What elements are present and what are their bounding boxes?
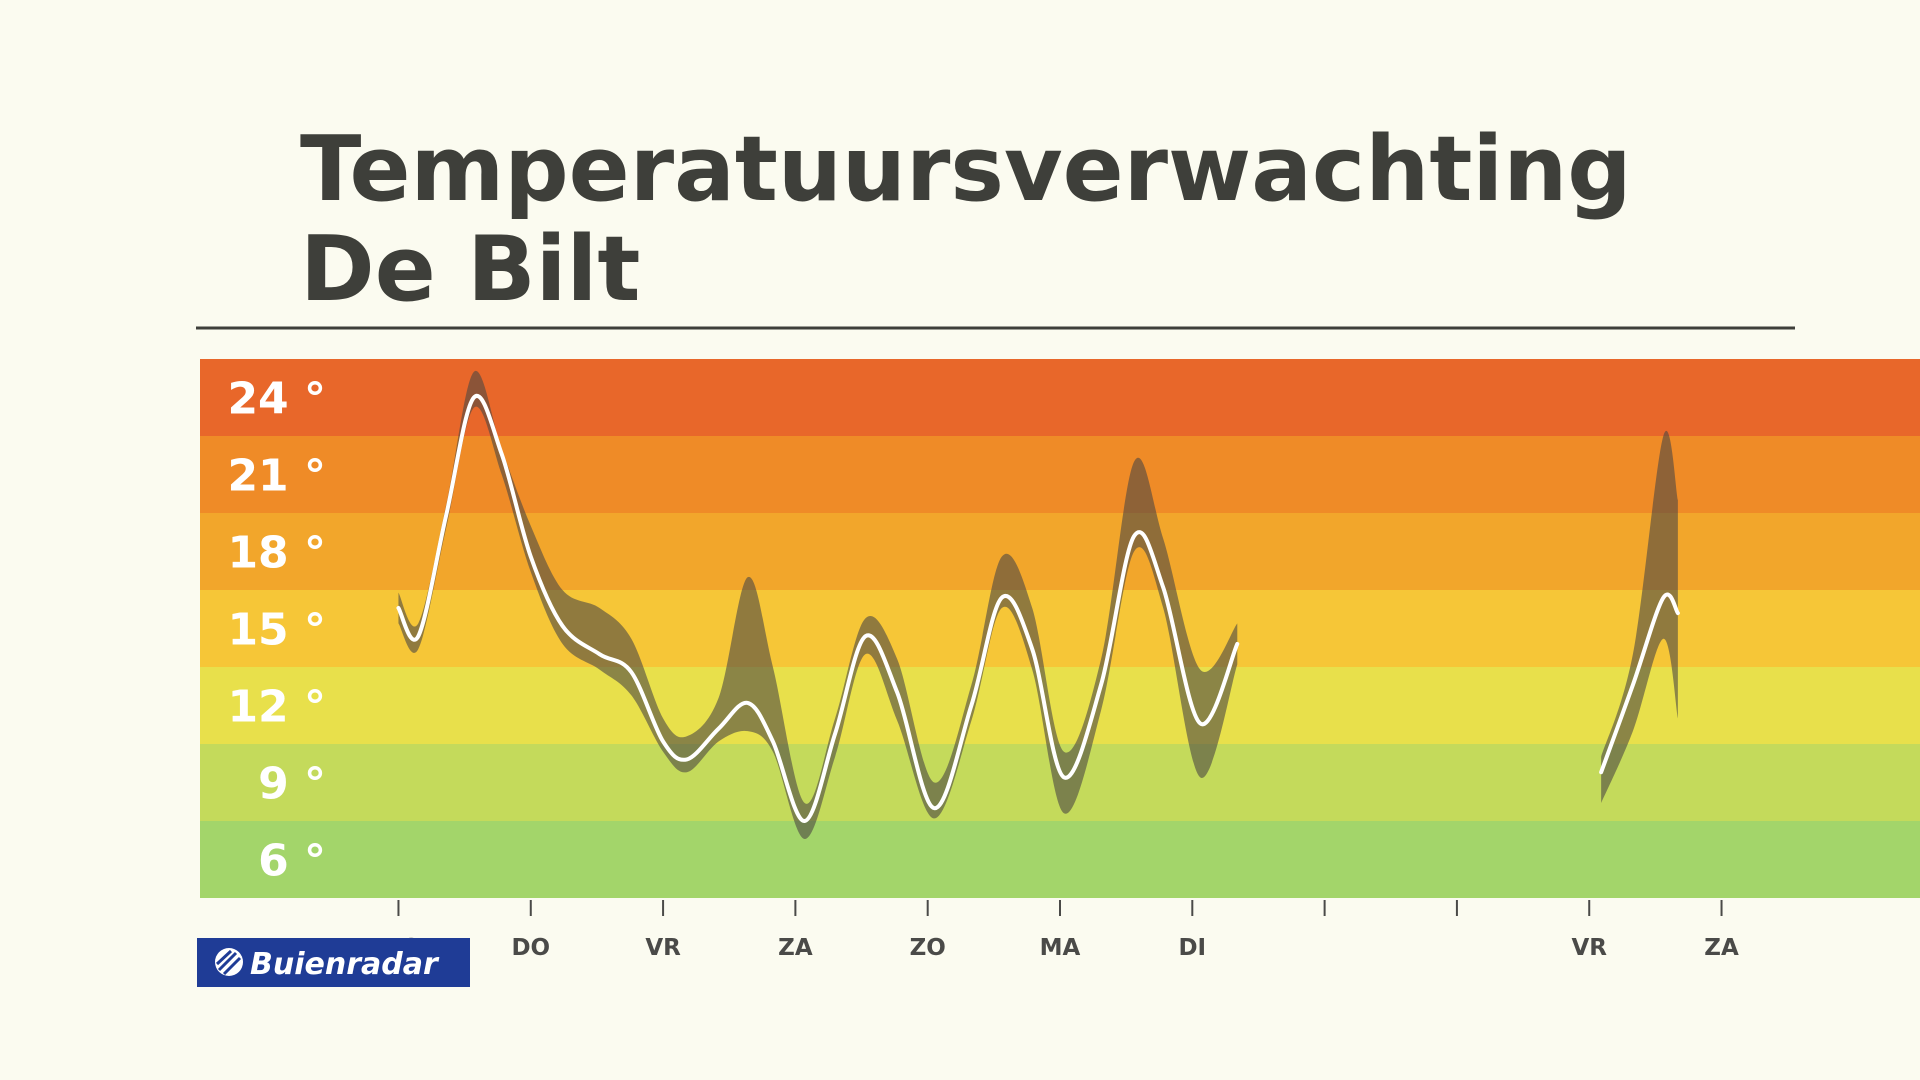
chart-title: Temperatuursverwachting [300,117,1632,222]
temperature-band [200,513,1920,590]
x-tick-label: DO [511,935,550,961]
temperature-band [200,821,1920,898]
spread-area [398,370,1678,839]
y-tick-label: 18 ° [227,528,326,579]
temperature-band [200,436,1920,513]
logo-text: Buienradar [250,947,440,982]
temperature-band [200,359,1920,436]
y-tick-label: 24 ° [227,374,326,425]
y-tick-label: 15 ° [227,605,326,656]
y-tick-label: 21 ° [227,451,326,502]
x-tick-label: ZA [1704,935,1739,961]
chart-subtitle: De Bilt [300,217,640,322]
y-tick-label: 6 ° [258,836,326,887]
y-tick-label: 12 ° [227,682,326,733]
temperature-band [200,667,1920,744]
x-tick-label: ZO [910,935,946,961]
logo: Buienradar [197,938,470,987]
logo-icon-lines [215,949,242,976]
y-tick-label: 9 ° [258,759,326,810]
x-tick-label: VR [1571,935,1607,961]
x-tick-label: MA [1040,935,1081,961]
x-tick-label: VR [645,935,681,961]
x-tick-label: DI [1178,935,1206,961]
x-tick-label: ZA [778,935,813,961]
temperature-line [396,393,1680,823]
